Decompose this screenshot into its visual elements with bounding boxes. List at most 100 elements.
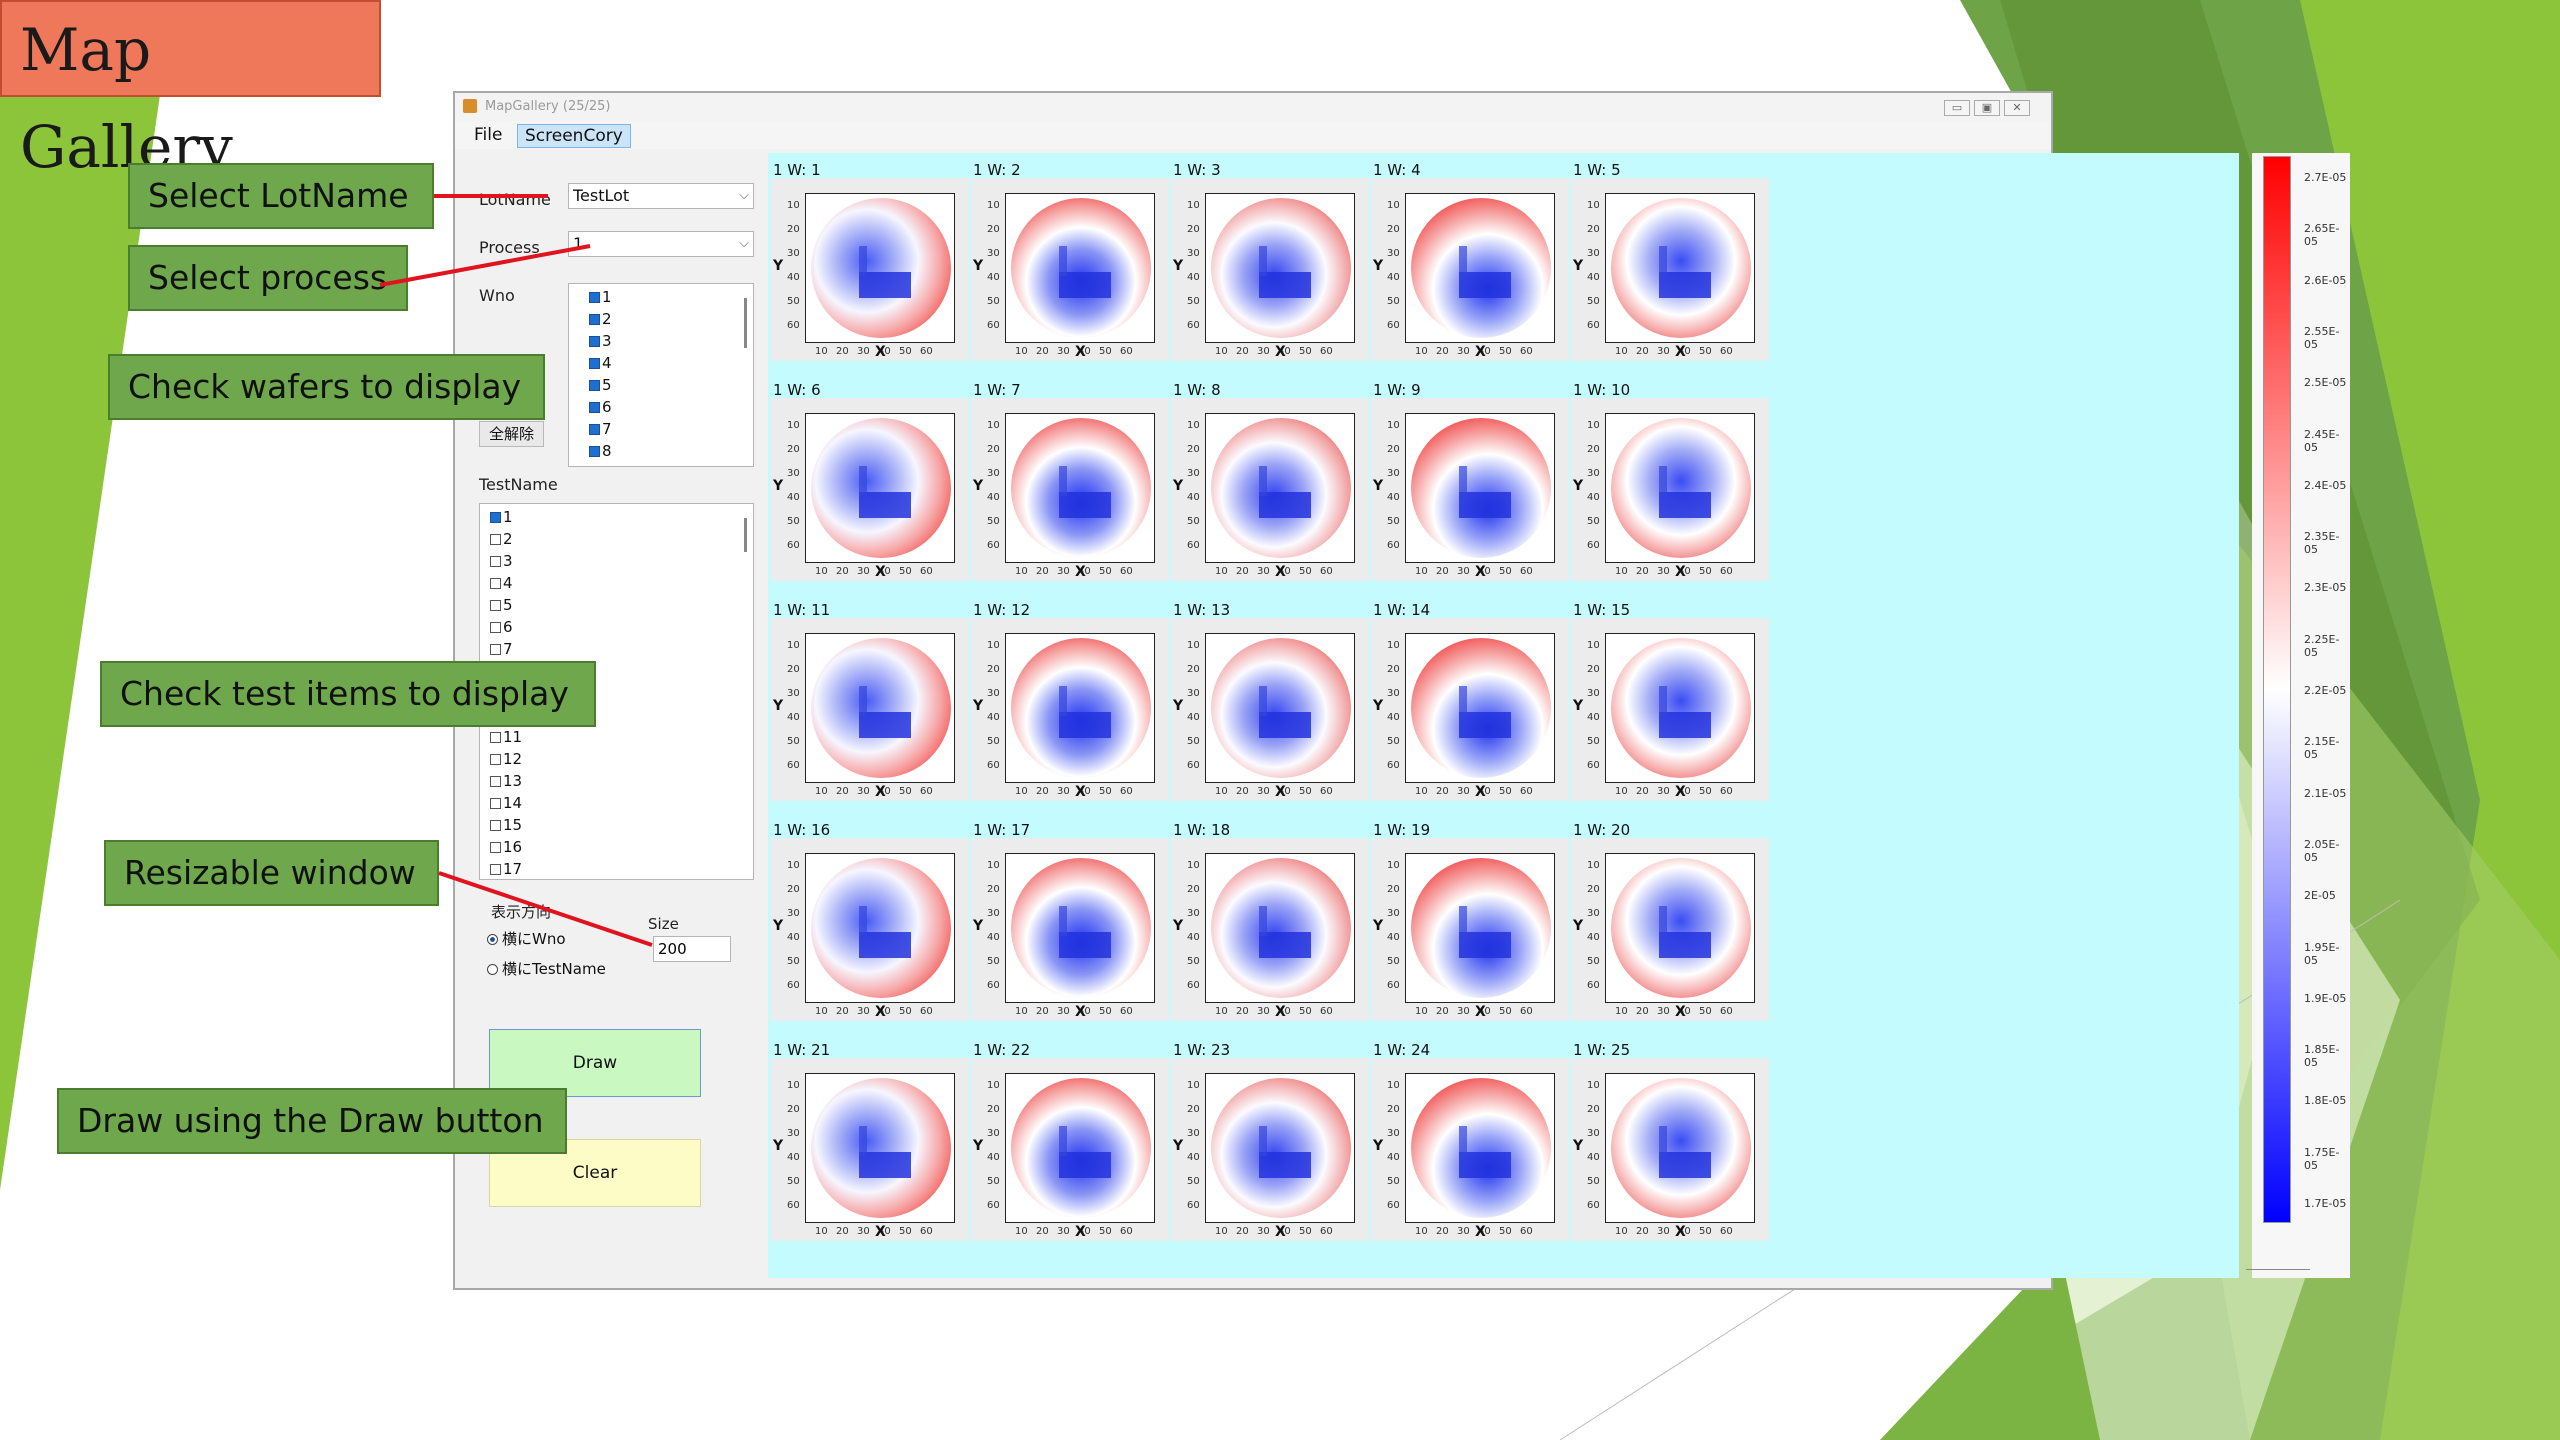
y-tick-label: 20 [987, 1104, 1000, 1115]
close-button[interactable]: ✕ [2004, 100, 2030, 116]
size-input[interactable]: 200 [653, 936, 731, 962]
y-tick-label: 30 [787, 908, 800, 919]
x-tick-label: 40 [1678, 566, 1691, 577]
testname-checkbox-14[interactable]: 14 [490, 794, 522, 812]
testname-checkbox-2[interactable]: 2 [490, 530, 513, 548]
wno-checkbox-2[interactable]: 2 [589, 310, 612, 328]
testname-checkbox-13[interactable]: 13 [490, 772, 522, 790]
x-tick-label: 60 [1320, 566, 1333, 577]
testname-checkbox-15[interactable]: 15 [490, 816, 522, 834]
wafer-plot-area: 10 20 30 40 50 60 10 20 30 40 50 60 X Y [771, 178, 969, 361]
x-tick-label: 20 [1436, 786, 1449, 797]
wafer-plot-area: 10 20 30 40 50 60 10 20 30 40 50 60 X Y [1571, 398, 1769, 581]
y-tick-label: 30 [987, 688, 1000, 699]
x-tick-label: 60 [1120, 1006, 1133, 1017]
testname-item-label: 7 [503, 640, 513, 658]
wno-checklist[interactable]: 1 2 3 4 5 6 7 8 [568, 283, 754, 467]
testname-checkbox-7[interactable]: 7 [490, 640, 513, 658]
wafer-heatmap [1611, 418, 1751, 558]
y-tick-label: 40 [987, 1152, 1000, 1163]
y-tick-label: 30 [1587, 908, 1600, 919]
draw-button[interactable]: Draw [489, 1029, 701, 1097]
low-value-stripe [1459, 466, 1467, 496]
wno-checkbox-7[interactable]: 7 [589, 420, 612, 438]
testname-checkbox-3[interactable]: 3 [490, 552, 513, 570]
wno-checkbox-6[interactable]: 6 [589, 398, 612, 416]
testname-checkbox-11[interactable]: 11 [490, 728, 522, 746]
y-tick-label: 40 [787, 932, 800, 943]
radio-wno-horizontal[interactable]: 横にWno [487, 928, 566, 949]
x-tick-label: 30 [1257, 346, 1270, 357]
y-tick-label: 60 [1387, 540, 1400, 551]
wno-checkbox-1[interactable]: 1 [589, 288, 612, 306]
low-value-region [1459, 932, 1511, 958]
process-combo[interactable]: 1 ⌵ [568, 231, 754, 257]
y-tick-label: 10 [987, 860, 1000, 871]
testname-checkbox-16[interactable]: 16 [490, 838, 522, 856]
maximize-button[interactable]: ▣ [1974, 100, 2000, 116]
y-tick-label: 30 [1587, 248, 1600, 259]
wafer-map-cell: 1 W: 3 10 20 30 40 50 60 10 20 30 40 50 60 X Y [1171, 161, 1369, 361]
x-tick-label: 10 [815, 346, 828, 357]
testname-checkbox-17[interactable]: 17 [490, 860, 522, 878]
x-tick-label: 50 [899, 1006, 912, 1017]
y-axis-label: Y [1173, 478, 1184, 494]
y-tick-label: 50 [1187, 516, 1200, 527]
low-value-stripe [859, 246, 867, 276]
wafer-map-caption: 1 W: 1 [773, 161, 821, 179]
x-tick-label: 30 [1657, 346, 1670, 357]
testname-checkbox-1[interactable]: 1 [490, 508, 513, 526]
map-gallery-window[interactable]: MapGallery (25/25) ▭ ▣ ✕ File ScreenCory… [453, 91, 2350, 1290]
wno-checkbox-4[interactable]: 4 [589, 354, 612, 372]
low-value-stripe [1459, 686, 1467, 716]
x-axis-label: X [1675, 564, 1686, 580]
wno-scrollbar[interactable] [744, 298, 747, 348]
minimize-button[interactable]: ▭ [1944, 100, 1970, 116]
x-axis-label: X [1275, 1224, 1286, 1240]
y-tick-label: 60 [1187, 320, 1200, 331]
testname-checkbox-12[interactable]: 12 [490, 750, 522, 768]
y-tick-label: 10 [987, 1080, 1000, 1091]
y-tick-label: 40 [1187, 712, 1200, 723]
wafer-plot-area: 10 20 30 40 50 60 10 20 30 40 50 60 X Y [971, 398, 1169, 581]
wafer-map-cell: 1 W: 17 10 20 30 40 50 60 10 20 30 40 50 60 X Y [971, 821, 1169, 1021]
x-tick-label: 20 [1036, 1006, 1049, 1017]
y-tick-label: 50 [987, 516, 1000, 527]
title-bar[interactable]: MapGallery (25/25) ▭ ▣ ✕ [455, 93, 2051, 121]
y-tick-label: 40 [1587, 272, 1600, 283]
wafer-map-caption: 1 W: 3 [1173, 161, 1221, 179]
x-tick-label: 20 [836, 1226, 849, 1237]
menu-file[interactable]: File [474, 125, 503, 145]
wafer-map-cell: 1 W: 19 10 20 30 40 50 60 10 20 30 40 50 60 X Y [1371, 821, 1569, 1021]
x-tick-label: 40 [1078, 1006, 1091, 1017]
y-tick-label: 20 [1387, 884, 1400, 895]
wafer-map-cell: 1 W: 20 10 20 30 40 50 60 10 20 30 40 50 60 X Y [1571, 821, 1769, 1021]
y-tick-label: 50 [1587, 296, 1600, 307]
menu-screencory[interactable]: ScreenCory [517, 124, 631, 148]
wafer-plot-frame [805, 193, 955, 343]
wafer-plot-area: 10 20 30 40 50 60 10 20 30 40 50 60 X Y [971, 178, 1169, 361]
x-tick-label: 10 [1615, 1226, 1628, 1237]
low-value-region [1459, 272, 1511, 298]
wno-checkbox-5[interactable]: 5 [589, 376, 612, 394]
radio-testname-horizontal[interactable]: 横にTestName [487, 958, 606, 979]
lotname-combo[interactable]: TestLot ⌵ [568, 183, 754, 209]
testname-checkbox-4[interactable]: 4 [490, 574, 513, 592]
y-tick-label: 30 [1387, 1128, 1400, 1139]
x-tick-label: 20 [1036, 786, 1049, 797]
wafer-map-caption: 1 W: 21 [773, 1041, 831, 1059]
wno-checkbox-3[interactable]: 3 [589, 332, 612, 350]
testname-checkbox-6[interactable]: 6 [490, 618, 513, 636]
y-axis-label: Y [773, 258, 784, 274]
wno-checkbox-8[interactable]: 8 [589, 442, 612, 460]
y-tick-label: 30 [787, 248, 800, 259]
colorbar-tick-label: 2.25E-05 [2304, 632, 2340, 659]
y-axis-label: Y [1573, 918, 1584, 934]
testname-checkbox-5[interactable]: 5 [490, 596, 513, 614]
testname-scrollbar[interactable] [744, 518, 747, 552]
x-tick-label: 30 [1057, 1226, 1070, 1237]
y-tick-label: 10 [1387, 420, 1400, 431]
wafer-map-cell: 1 W: 6 10 20 30 40 50 60 10 20 30 40 50 60 X Y [771, 381, 969, 581]
x-tick-label: 20 [1236, 346, 1249, 357]
clear-all-button[interactable]: 全解除 [479, 421, 544, 447]
